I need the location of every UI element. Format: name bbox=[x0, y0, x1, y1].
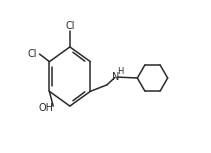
Text: Cl: Cl bbox=[65, 21, 75, 31]
Text: N: N bbox=[112, 71, 120, 82]
Text: OH: OH bbox=[38, 103, 53, 113]
Text: H: H bbox=[117, 67, 124, 76]
Text: Cl: Cl bbox=[27, 49, 37, 59]
